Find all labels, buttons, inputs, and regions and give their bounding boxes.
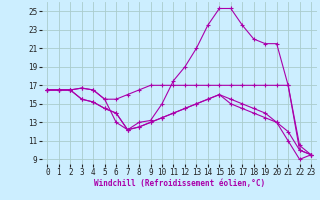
X-axis label: Windchill (Refroidissement éolien,°C): Windchill (Refroidissement éolien,°C) [94,179,265,188]
